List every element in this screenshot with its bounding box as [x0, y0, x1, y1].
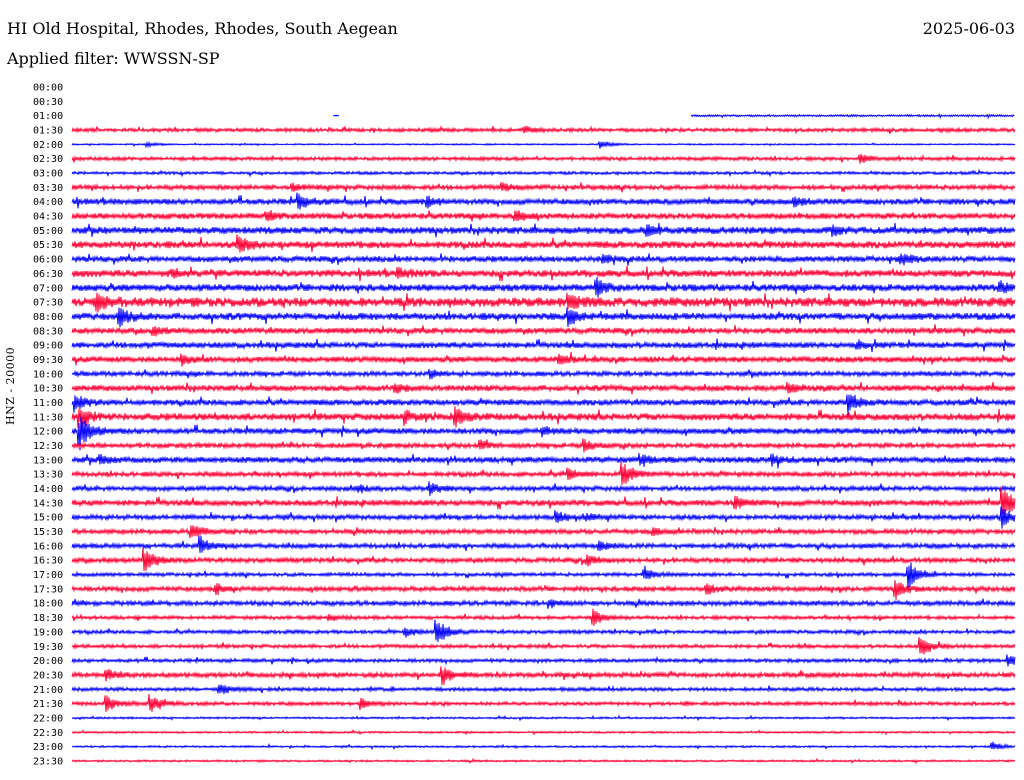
time-tick-label: 03:00	[33, 169, 63, 180]
time-tick-label: 06:30	[33, 269, 63, 280]
time-tick-label: 00:00	[33, 83, 63, 94]
time-tick-label: 16:30	[33, 556, 63, 567]
time-tick-label: 13:00	[33, 455, 63, 466]
trace-row-0530	[71, 234, 1016, 253]
time-tick-label: 21:00	[33, 685, 63, 696]
time-tick-label: 23:30	[33, 756, 63, 767]
trace-row-0830	[71, 324, 1016, 337]
trace-row-0630	[71, 265, 1016, 282]
time-tick-label: 13:30	[33, 470, 63, 481]
trace-row-0300	[71, 168, 1016, 178]
time-tick-label: 19:00	[33, 627, 63, 638]
time-tick-label: 20:00	[33, 656, 63, 667]
trace-row-2330	[71, 757, 1016, 765]
time-tick-label: 09:00	[33, 341, 63, 352]
time-tick-label: 11:30	[33, 412, 63, 423]
time-tick-label: 11:00	[33, 398, 63, 409]
trace-row-2100	[71, 684, 1016, 694]
trace-row-0230	[71, 153, 1016, 164]
time-tick-label: 22:30	[33, 728, 63, 739]
trace-row-0130	[71, 125, 1016, 135]
trace-row-1130	[71, 406, 1016, 428]
time-tick-label: 10:00	[33, 369, 63, 380]
trace-row-0400	[71, 192, 1016, 210]
time-tick-label: 12:00	[33, 427, 63, 438]
time-tick-label: 04:30	[33, 212, 63, 223]
time-tick-label: 20:30	[33, 670, 63, 681]
trace-row-0430	[71, 210, 1016, 222]
time-tick-label: 07:30	[33, 298, 63, 309]
time-tick-label: 17:00	[33, 570, 63, 581]
date-label: 2025-06-03	[922, 19, 1015, 38]
trace-row-1530	[71, 525, 1016, 539]
trace-row-1630	[71, 547, 1016, 572]
time-tick-label: 01:30	[33, 126, 63, 137]
time-tick-label: 19:30	[33, 642, 63, 653]
trace-row-2300	[71, 741, 1016, 751]
time-tick-label: 15:30	[33, 527, 63, 538]
trace-row-1430	[71, 486, 1016, 515]
trace-row-0930	[71, 351, 1016, 367]
trace-row-2000	[71, 654, 1016, 667]
trace-row-1930	[71, 637, 1016, 655]
trace-row-1330	[71, 462, 1016, 485]
trace-row-0900	[71, 338, 1016, 353]
time-tick-label: 15:00	[33, 513, 63, 524]
trace-row-1500	[71, 506, 1016, 529]
trace-row-0700	[71, 276, 1016, 298]
time-tick-label: 06:00	[33, 255, 63, 266]
trace-row-1830	[71, 608, 1016, 626]
time-tick-label: 21:30	[33, 699, 63, 710]
trace-row-1100	[71, 394, 1016, 416]
time-tick-label: 05:00	[33, 226, 63, 237]
trace-row-0600	[71, 253, 1016, 266]
trace-row-1230	[71, 438, 1016, 453]
trace-row-0800	[71, 307, 1016, 328]
time-tick-label: 16:00	[33, 541, 63, 552]
time-tick-label: 14:30	[33, 498, 63, 509]
filter-label: Applied filter: WWSSN-SP	[7, 49, 220, 68]
time-tick-label: 14:00	[33, 484, 63, 495]
time-tick-label: 05:30	[33, 240, 63, 251]
trace-row-1800	[71, 598, 1016, 609]
trace-row-0200	[71, 140, 1016, 149]
time-tick-label: 08:30	[33, 326, 63, 337]
time-tick-label: 10:30	[33, 384, 63, 395]
time-tick-label: 12:30	[33, 441, 63, 452]
trace-row-1700	[71, 562, 1016, 589]
trace-row-0330	[71, 182, 1016, 193]
time-tick-label: 18:30	[33, 613, 63, 624]
time-tick-label: 07:00	[33, 283, 63, 294]
time-tick-label: 09:30	[33, 355, 63, 366]
trace-row-1300	[71, 453, 1016, 469]
trace-row-2030	[71, 666, 1016, 686]
trace-row-0730	[71, 292, 1016, 313]
time-tick-label: 17:30	[33, 584, 63, 595]
time-tick-label: 01:00	[33, 111, 63, 122]
time-tick-label: 03:30	[33, 183, 63, 194]
trace-row-1600	[71, 535, 1016, 553]
time-tick-label: 02:00	[33, 140, 63, 151]
time-tick-label: 23:00	[33, 742, 63, 753]
station-title: HI Old Hospital, Rhodes, Rhodes, South A…	[7, 19, 398, 38]
trace-row-1730	[71, 579, 1016, 600]
trace-row-2230	[71, 728, 1016, 736]
trace-row-2200	[71, 714, 1016, 722]
trace-row-2130	[71, 694, 1016, 713]
time-tick-label: 22:00	[33, 713, 63, 724]
trace-row-1000	[71, 368, 1016, 380]
trace-row-1030	[71, 381, 1016, 395]
time-tick-label: 18:00	[33, 599, 63, 610]
time-tick-label: 00:30	[33, 97, 63, 108]
time-tick-label: 04:00	[33, 197, 63, 208]
time-tick-label: 02:30	[33, 154, 63, 165]
trace-row-0100	[333, 112, 1015, 120]
trace-row-1400	[71, 481, 1016, 496]
trace-row-0500	[71, 222, 1016, 238]
trace-row-1900	[71, 619, 1016, 642]
trace-row-1200	[71, 416, 1016, 451]
time-tick-label: 08:00	[33, 312, 63, 323]
